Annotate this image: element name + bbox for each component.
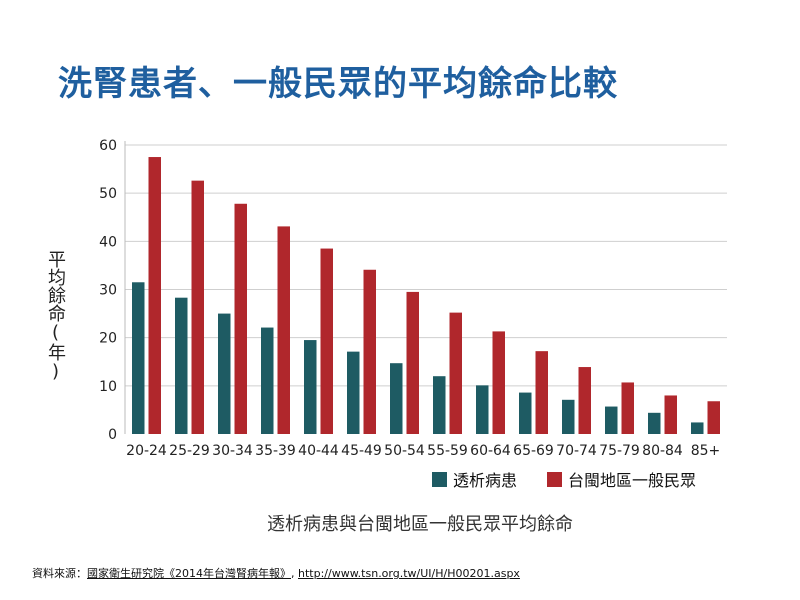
x-tick-label: 75-79 xyxy=(599,443,640,459)
y-tick-label: 20 xyxy=(99,331,117,347)
source-note: 資料來源：國家衛生研究院《2014年台灣腎病年報》, http://www.ts… xyxy=(32,565,520,581)
y-tick-label: 0 xyxy=(108,427,117,443)
x-tick-label: 40-44 xyxy=(298,443,339,459)
bars xyxy=(132,157,720,434)
x-tick-label: 50-54 xyxy=(384,443,425,459)
bar-dialysis xyxy=(605,406,618,434)
y-axis-label: 平均餘命(年) xyxy=(45,250,66,382)
legend-item-general: 台閩地區一般民眾 xyxy=(547,467,696,491)
y-tick-label: 60 xyxy=(99,138,117,154)
bar-dialysis xyxy=(304,340,317,434)
bar-dialysis xyxy=(175,297,188,434)
x-tick-label: 20-24 xyxy=(126,443,167,459)
x-tick-label: 45-49 xyxy=(341,443,382,459)
bar-dialysis xyxy=(261,327,274,434)
y-tick-label: 30 xyxy=(99,283,117,299)
y-tick-label: 10 xyxy=(99,379,117,395)
legend-label-general: 台閩地區一般民眾 xyxy=(568,471,697,490)
x-tick-label: 30-34 xyxy=(212,443,253,459)
y-tick-label: 50 xyxy=(99,186,117,202)
bar-dialysis xyxy=(218,313,231,434)
bar-dialysis xyxy=(519,392,532,434)
x-tick-label: 25-29 xyxy=(169,443,210,459)
bar-dialysis xyxy=(562,399,575,434)
x-tick-label: 85+ xyxy=(691,443,721,459)
x-tick-label: 35-39 xyxy=(255,443,296,459)
bar-dialysis xyxy=(691,422,704,434)
y-axis-ticks: 0 10 20 30 40 50 60 xyxy=(99,138,117,443)
legend: 透析病患 台閩地區一般民眾 xyxy=(432,467,726,491)
legend-label-dialysis: 透析病患 xyxy=(453,471,518,490)
bar-dialysis xyxy=(132,282,145,434)
bar-general xyxy=(148,157,161,434)
bar-general xyxy=(535,351,548,434)
bar-dialysis xyxy=(476,385,489,434)
x-axis-ticks: 20-24 25-29 30-34 35-39 40-44 45-49 50-54 55-59… xyxy=(126,443,720,459)
legend-item-dialysis: 透析病患 xyxy=(432,467,517,491)
x-axis-label: 透析病患與台閩地區一般民眾平均餘命 xyxy=(267,514,573,535)
legend-swatch-dialysis xyxy=(432,471,447,487)
bar-general xyxy=(191,180,204,434)
x-tick-label: 55-59 xyxy=(427,443,468,459)
bar-dialysis xyxy=(648,412,661,434)
bar-dialysis xyxy=(390,363,403,434)
bar-dialysis xyxy=(347,351,360,434)
source-url-link[interactable]: http://www.tsn.org.tw/UI/H/H00201.aspx xyxy=(298,567,520,580)
source-prefix: 資料來源： xyxy=(32,567,87,580)
source-publication-link[interactable]: 國家衛生研究院《2014年台灣腎病年報》 xyxy=(87,567,291,580)
bar-general xyxy=(492,331,505,434)
bar-general xyxy=(234,203,247,434)
x-tick-label: 65-69 xyxy=(513,443,554,459)
page-title: 洗腎患者、一般民眾的平均餘命比較 xyxy=(58,64,618,104)
y-tick-label: 40 xyxy=(99,234,117,250)
gridlines xyxy=(125,144,727,387)
source-separator: , xyxy=(291,567,298,580)
bar-general xyxy=(578,367,591,434)
bar-general xyxy=(621,382,634,434)
x-tick-label: 70-74 xyxy=(556,443,597,459)
bar-general xyxy=(320,248,333,434)
bar-general xyxy=(406,291,419,434)
legend-swatch-general xyxy=(547,471,563,487)
x-tick-label: 80-84 xyxy=(642,443,683,459)
bar-general xyxy=(449,312,462,434)
bar-dialysis xyxy=(433,376,446,434)
x-tick-label: 60-64 xyxy=(470,443,511,459)
bar-general xyxy=(707,401,720,434)
bar-general xyxy=(664,395,677,434)
bar-general xyxy=(277,226,290,434)
bar-general xyxy=(363,269,376,434)
